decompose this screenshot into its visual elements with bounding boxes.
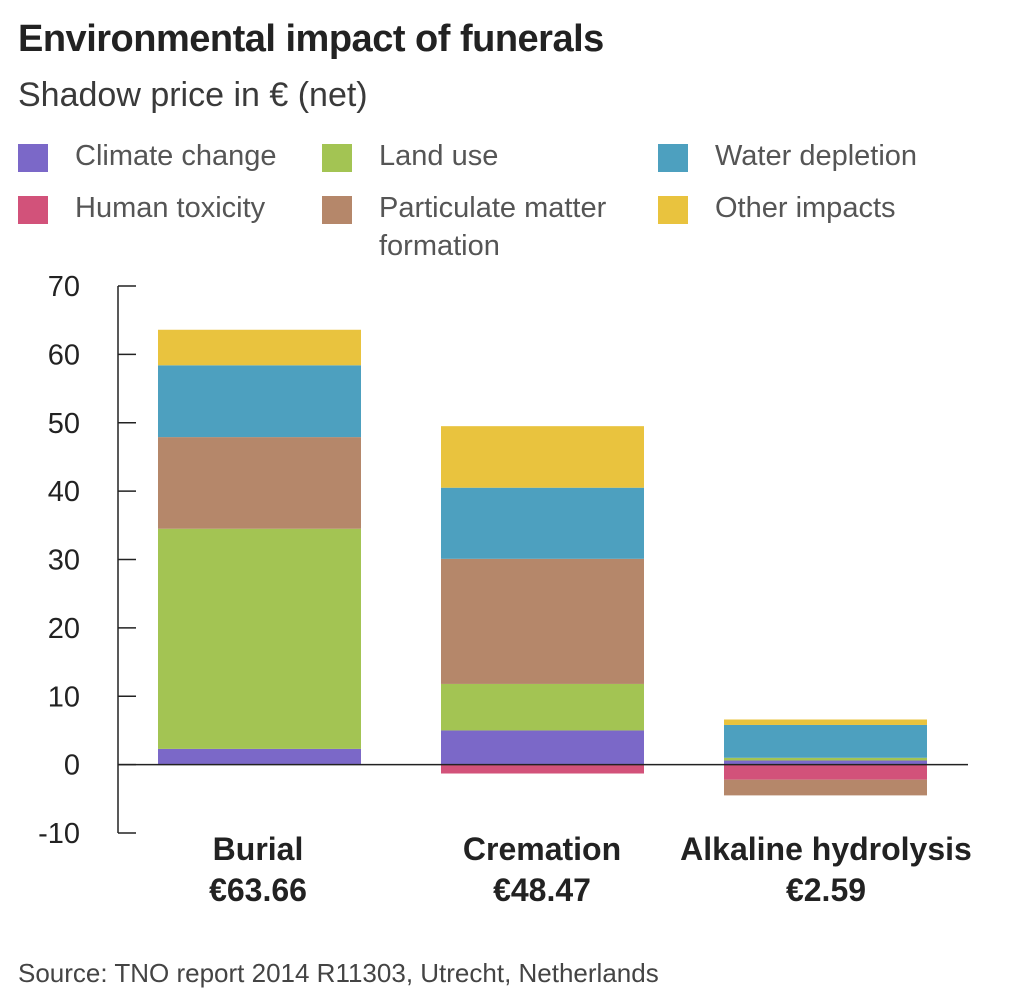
legend-label-other-impacts: Other impacts <box>715 192 896 224</box>
y-tick-label-60: 60 <box>48 339 80 371</box>
legend-label-water-depletion: Water depletion <box>715 140 918 172</box>
category-total-cremation: €48.47 <box>493 872 591 908</box>
bar-alkaline-hydrolysis-particulate-matter-formation <box>724 779 927 796</box>
bar-cremation-land-use <box>441 683 644 731</box>
y-tick-label-20: 20 <box>48 613 80 645</box>
legend-item-other-impacts: Other impacts <box>658 192 896 227</box>
y-tick-label-30: 30 <box>48 545 80 577</box>
legend-item-land-use: Land use <box>322 140 498 175</box>
bar-alkaline-hydrolysis-human-toxicity <box>724 764 927 780</box>
y-tick-label-10: 10 <box>48 681 80 713</box>
legend-label-particulate-matter: Particulate matter formation <box>379 192 607 262</box>
bar-cremation-particulate-matter-formation <box>441 558 644 684</box>
bar-cremation-human-toxicity <box>441 764 644 774</box>
bar-burial-other-impacts <box>158 329 361 366</box>
bar-burial-climate-change <box>158 748 361 765</box>
y-tick-label-0: 0 <box>64 750 80 782</box>
bar-alkaline-hydrolysis-other-impacts <box>724 719 927 725</box>
legend-item-human-toxicity: Human toxicity <box>18 192 265 227</box>
legend-swatch-human-toxicity <box>18 196 48 224</box>
y-tick-label-40: 40 <box>48 476 80 508</box>
legend-swatch-particulate-matter <box>322 196 352 224</box>
bar-burial-water-depletion <box>158 365 361 438</box>
legend-swatch-land-use <box>322 144 352 172</box>
bar-alkaline-hydrolysis-land-use <box>724 757 927 761</box>
legend-item-climate-change: Climate change <box>18 140 277 175</box>
legend-item-particulate-matter: Particulate matter formation <box>322 192 649 265</box>
bar-burial-land-use <box>158 528 361 749</box>
y-tick-label-50: 50 <box>48 408 80 440</box>
category-label-alkaline-hydrolysis: Alkaline hydrolysis <box>680 831 972 867</box>
bar-cremation-water-depletion <box>441 487 644 559</box>
legend-swatch-water-depletion <box>658 144 688 172</box>
category-total-alkaline-hydrolysis: €2.59 <box>786 872 866 908</box>
bar-alkaline-hydrolysis-water-depletion <box>724 724 927 758</box>
chart-title: Environmental impact of funerals <box>18 18 604 60</box>
legend-label-land-use: Land use <box>379 140 499 172</box>
legend-label-human-toxicity: Human toxicity <box>75 192 266 224</box>
category-total-burial: €63.66 <box>209 872 307 908</box>
bar-burial-particulate-matter-formation <box>158 437 361 529</box>
legend-label-climate-change: Climate change <box>75 140 277 172</box>
bar-cremation-climate-change <box>441 730 644 765</box>
y-tick-label--10: -10 <box>38 818 80 850</box>
category-label-cremation: Cremation <box>463 831 621 867</box>
legend-swatch-climate-change <box>18 144 48 172</box>
bar-cremation-other-impacts <box>441 426 644 488</box>
legend-item-water-depletion: Water depletion <box>658 140 917 175</box>
source-note: Source: TNO report 2014 R11303, Utrecht,… <box>18 958 659 988</box>
y-tick-label-70: 70 <box>48 271 80 303</box>
bar-alkaline-hydrolysis-climate-change <box>724 760 927 765</box>
category-label-burial: Burial <box>213 831 304 867</box>
chart-subtitle: Shadow price in € (net) <box>18 76 368 114</box>
legend-swatch-other-impacts <box>658 196 688 224</box>
